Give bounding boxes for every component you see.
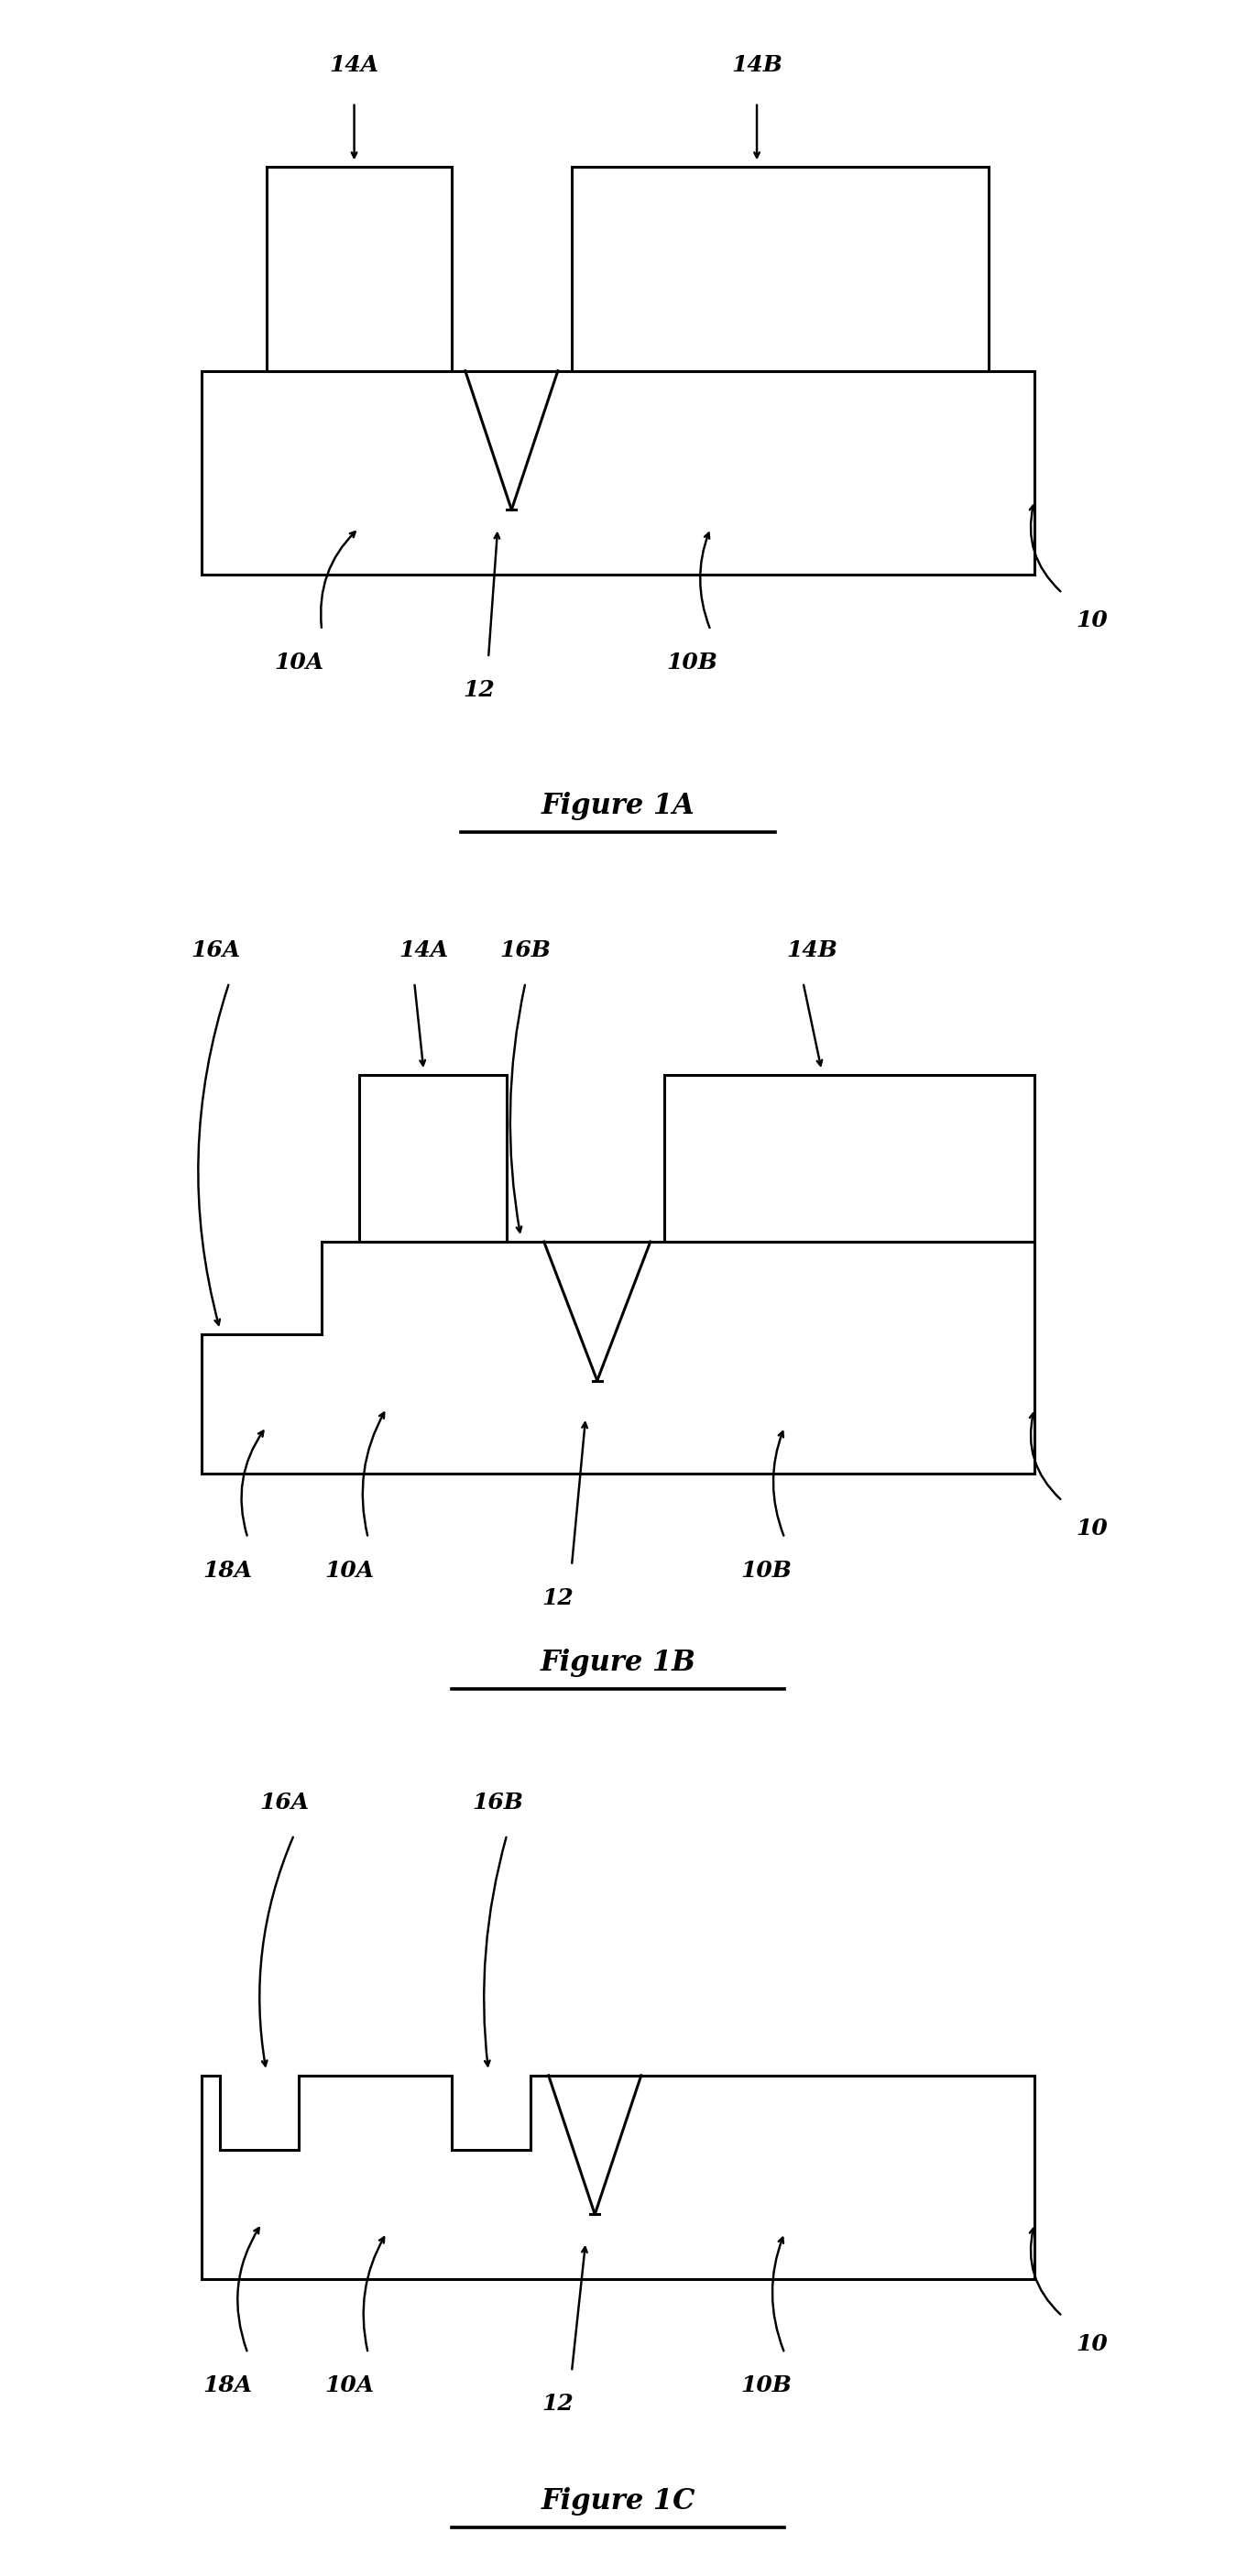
Text: 10B: 10B [740,2375,792,2396]
Text: 10A: 10A [325,1558,375,1582]
Text: 14B: 14B [732,54,782,77]
Bar [358,1074,507,1242]
Text: 14A: 14A [399,940,449,961]
Text: 10B: 10B [740,1558,792,1582]
Text: 10A: 10A [325,2375,375,2396]
Bar [664,1074,1035,1242]
Text: Figure 1C: Figure 1C [541,2488,695,2517]
Text: 14B: 14B [787,940,838,961]
Text: 16B: 16B [472,1790,523,1814]
Text: Figure 1B: Figure 1B [540,1649,696,1677]
Text: 10A: 10A [274,652,324,672]
Text: 10B: 10B [666,652,718,672]
Text: 12: 12 [541,2393,574,2416]
Text: 10: 10 [1077,2334,1107,2354]
Text: 10: 10 [1077,611,1107,631]
Text: 12: 12 [464,680,496,701]
Text: 10: 10 [1077,1517,1107,1540]
Bar [266,167,451,371]
Text: 16A: 16A [190,940,240,961]
Bar [201,371,1035,574]
Text: 18A: 18A [203,1558,252,1582]
Text: Figure 1A: Figure 1A [541,791,695,819]
Text: 12: 12 [541,1587,574,1610]
Bar [572,167,989,371]
Text: 16A: 16A [260,1790,309,1814]
Text: 16B: 16B [499,940,551,961]
Text: 18A: 18A [203,2375,252,2396]
Text: 14A: 14A [330,54,379,77]
